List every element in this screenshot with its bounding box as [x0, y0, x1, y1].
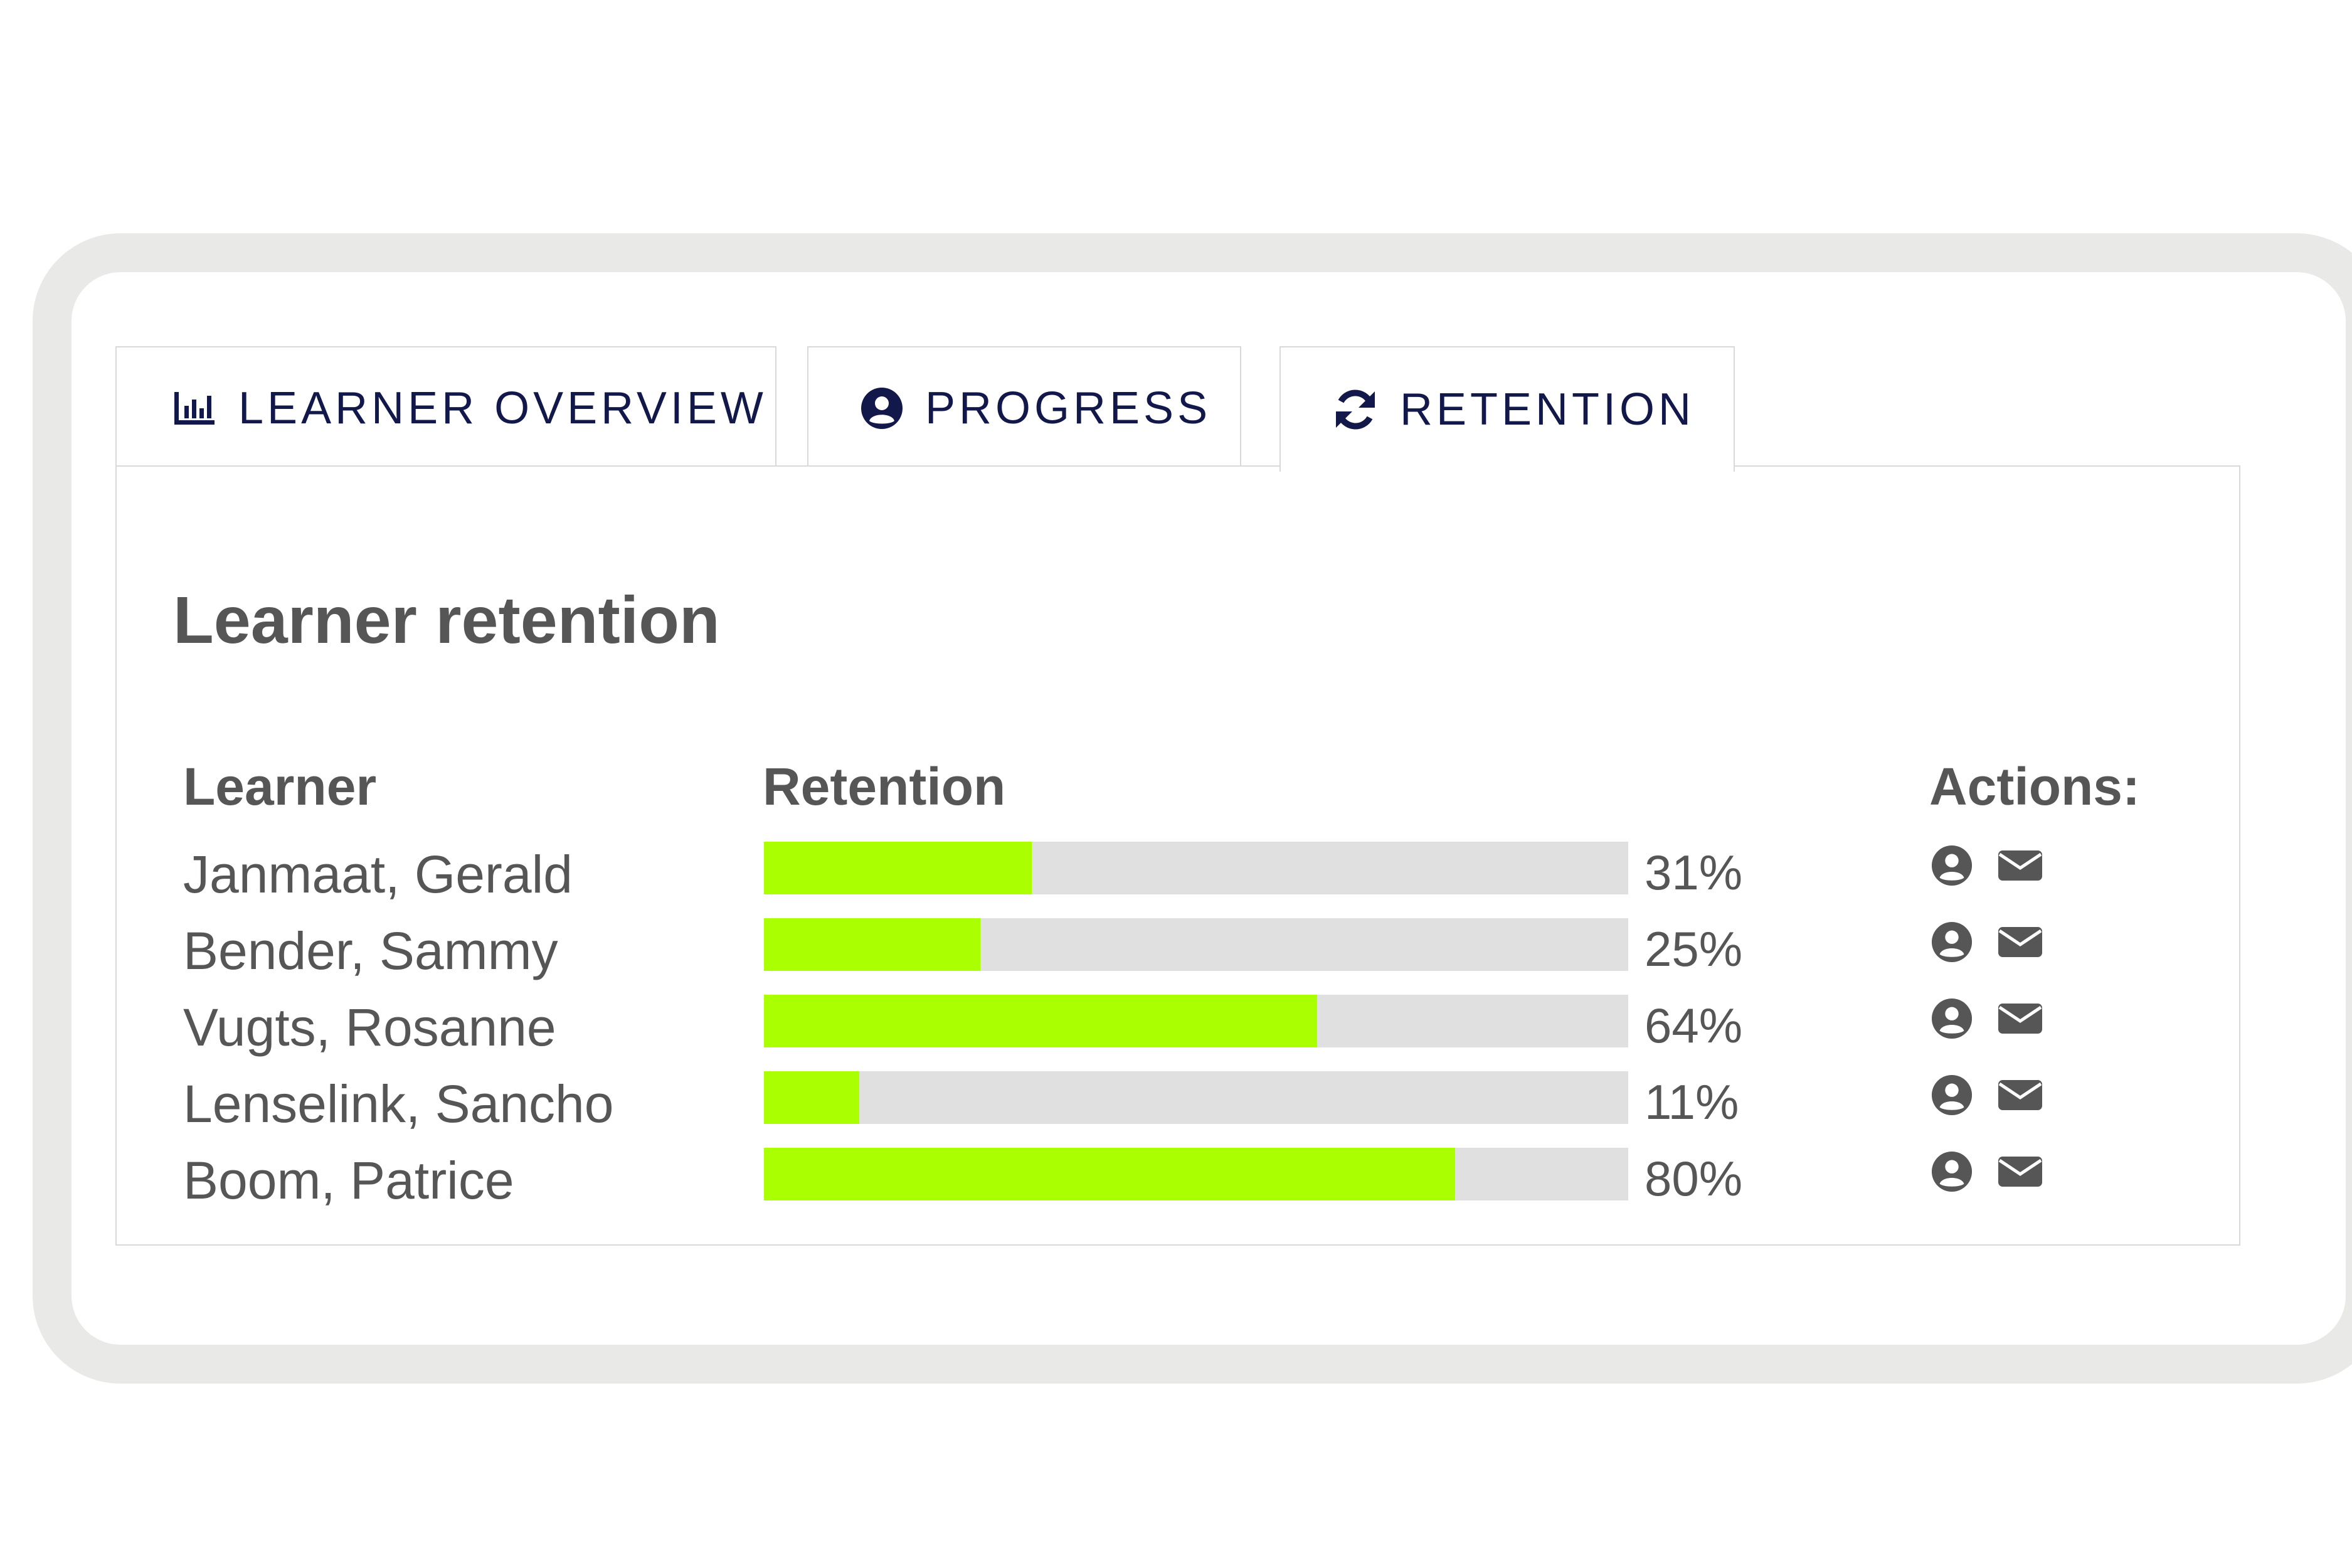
retention-bar	[764, 995, 1628, 1047]
column-header-learner: Learner	[183, 757, 377, 816]
user-circle-icon	[860, 386, 904, 430]
retention-bar	[764, 842, 1628, 894]
tab-label: RETENTION	[1400, 384, 1695, 435]
learner-name: Vugts, Rosanne	[183, 998, 556, 1057]
envelope-icon[interactable]	[1997, 848, 2043, 883]
table-row: Bender, Sammy 25%	[117, 913, 2239, 990]
table-row: Vugts, Rosanne 64%	[117, 990, 2239, 1066]
retention-bar-fill	[764, 995, 1317, 1047]
tab-label: LEARNER OVERVIEW	[238, 383, 767, 433]
envelope-icon[interactable]	[1997, 924, 2043, 960]
row-actions	[1931, 997, 2043, 1040]
table-row: Janmaat, Gerald 31%	[117, 837, 2239, 913]
retention-bar-fill	[764, 842, 1032, 894]
retention-percent: 80%	[1645, 1151, 1743, 1206]
envelope-icon[interactable]	[1997, 1001, 2043, 1036]
retention-panel: Learner retention Learner Retention Acti…	[115, 465, 2240, 1246]
retention-bar	[764, 1071, 1628, 1124]
bar-chart-icon	[172, 389, 217, 427]
panel-title: Learner retention	[173, 583, 720, 657]
user-circle-icon[interactable]	[1931, 921, 1973, 963]
envelope-icon[interactable]	[1997, 1078, 2043, 1113]
retention-percent: 11%	[1645, 1074, 1739, 1130]
learner-name: Boom, Patrice	[183, 1151, 514, 1210]
column-header-actions: Actions:	[1929, 757, 2140, 816]
retention-bar-fill	[764, 1071, 859, 1124]
envelope-icon[interactable]	[1997, 1154, 2043, 1189]
user-circle-icon[interactable]	[1931, 1150, 1973, 1193]
row-actions	[1931, 1074, 2043, 1116]
row-actions	[1931, 844, 2043, 887]
tab-learner-overview[interactable]: LEARNER OVERVIEW	[115, 346, 776, 469]
tab-progress[interactable]: PROGRESS	[807, 346, 1241, 469]
retention-bar-fill	[764, 1148, 1456, 1200]
retention-bar	[764, 918, 1628, 971]
retention-percent: 25%	[1645, 921, 1743, 977]
retention-percent: 31%	[1645, 845, 1743, 900]
retention-bar	[764, 1148, 1628, 1200]
table-row: Lenselink, Sancho 11%	[117, 1066, 2239, 1143]
row-actions	[1931, 1150, 2043, 1193]
column-header-retention: Retention	[763, 757, 1006, 816]
retention-percent: 64%	[1645, 998, 1743, 1053]
learner-name: Lenselink, Sancho	[183, 1074, 614, 1133]
retention-bar-fill	[764, 918, 980, 971]
tab-label: PROGRESS	[925, 383, 1212, 433]
learner-name: Bender, Sammy	[183, 921, 558, 980]
learner-name: Janmaat, Gerald	[183, 845, 573, 904]
user-circle-icon[interactable]	[1931, 997, 1973, 1040]
tab-retention[interactable]: RETENTION	[1279, 346, 1735, 472]
row-actions	[1931, 921, 2043, 963]
user-circle-icon[interactable]	[1931, 1074, 1973, 1116]
table-row: Boom, Patrice 80%	[117, 1143, 2239, 1219]
user-circle-icon[interactable]	[1931, 844, 1973, 887]
refresh-icon	[1332, 386, 1379, 433]
